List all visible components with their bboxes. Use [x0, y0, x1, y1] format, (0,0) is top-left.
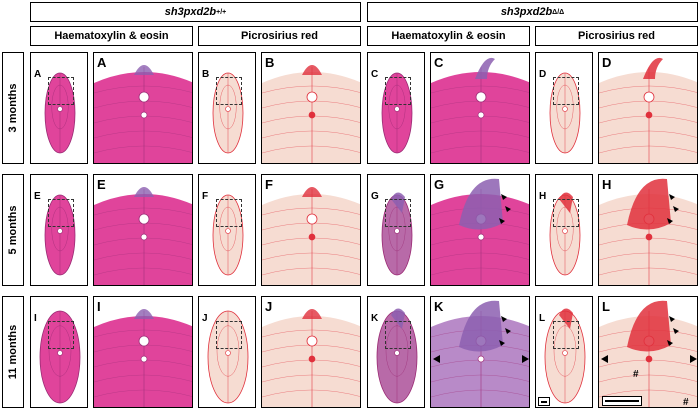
overview-panel-g: G — [367, 174, 425, 286]
panel-letter-small: L — [539, 313, 546, 324]
panel-letter-large: B — [265, 55, 275, 70]
zoom-region-box — [553, 199, 579, 227]
panel-letter-small: K — [371, 313, 379, 324]
mutant-genotype-header: sh3pxd2b Δ/Δ — [367, 2, 698, 22]
row-label-5-months: 5 months — [2, 174, 24, 286]
row-label-11-months: 11 months — [2, 296, 24, 408]
arrowhead-marker — [669, 194, 675, 200]
panel-letter-large: F — [265, 177, 273, 192]
zoom-panel-l: L # # — [598, 296, 698, 408]
panel-letter-large: K — [434, 299, 444, 314]
overview-panel-f: F — [198, 174, 256, 286]
zoom-region-box — [385, 321, 411, 349]
overview-panel-j: J — [198, 296, 256, 408]
arrowhead-marker — [601, 355, 608, 363]
zoom-region-box — [216, 321, 242, 349]
stain-header-he-wt: Haematoxylin & eosin — [30, 26, 193, 46]
zoom-panel-j: J — [261, 296, 361, 408]
wt-genotype-sup: +/+ — [216, 8, 227, 16]
zoom-panel-d: D — [598, 52, 698, 164]
wt-genotype-base: sh3pxd2b — [164, 6, 217, 18]
zoom-region-box — [553, 321, 579, 349]
panel-letter-large: L — [602, 299, 610, 314]
zoom-region-box — [48, 77, 74, 105]
panel-letter-small: H — [539, 191, 547, 202]
arrowhead-marker — [505, 328, 511, 334]
overview-panel-i: I — [30, 296, 88, 408]
arrowhead-marker — [669, 316, 675, 322]
zoom-region-box — [48, 199, 74, 227]
overview-panel-k: K — [367, 296, 425, 408]
wildtype-genotype-header: sh3pxd2b +/+ — [30, 2, 361, 22]
hash-marker: # — [683, 397, 689, 408]
arrowhead-marker — [433, 355, 440, 363]
zoom-panel-k: K — [430, 296, 530, 408]
stain-header-pr-wt: Picrosirius red — [198, 26, 361, 46]
row-label-3-months: 3 months — [2, 52, 24, 164]
zoom-region-box — [216, 77, 242, 105]
panel-letter-small: A — [34, 69, 42, 80]
arrowhead-marker — [690, 355, 697, 363]
panel-letter-small: D — [539, 69, 547, 80]
zoom-region-box — [385, 77, 411, 105]
mut-genotype-sup: Δ/Δ — [552, 8, 565, 16]
zoom-panel-b: B — [261, 52, 361, 164]
panel-letter-small: E — [34, 191, 41, 202]
arrowhead-marker — [522, 355, 529, 363]
panel-letter-large: A — [97, 55, 107, 70]
overview-panel-e: E — [30, 174, 88, 286]
arrowhead-marker — [499, 218, 505, 224]
arrowhead-marker — [499, 340, 505, 346]
hash-marker: # — [633, 369, 639, 380]
overview-panel-b: B — [198, 52, 256, 164]
panel-letter-small: B — [202, 69, 210, 80]
panel-letter-large: G — [434, 177, 445, 192]
arrowhead-marker — [667, 218, 673, 224]
panel-letter-small: F — [202, 191, 209, 202]
overview-panel-a: A — [30, 52, 88, 164]
panel-letter-small: J — [202, 313, 208, 324]
arrowhead-marker — [667, 340, 673, 346]
panel-letter-small: I — [34, 313, 37, 324]
panel-letter-small: G — [371, 191, 379, 202]
arrowhead-marker — [673, 328, 679, 334]
overview-panel-d: D — [535, 52, 593, 164]
zoom-region-box — [216, 199, 242, 227]
zoom-region-box — [553, 77, 579, 105]
arrowhead-marker — [501, 316, 507, 322]
zoom-panel-e: E — [93, 174, 193, 286]
panel-letter-large: E — [97, 177, 106, 192]
panel-letter-large: C — [434, 55, 444, 70]
arrowhead-marker — [673, 206, 679, 212]
stain-header-he-mut: Haematoxylin & eosin — [367, 26, 530, 46]
zoom-panel-f: F — [261, 174, 361, 286]
stain-header-pr-mut: Picrosirius red — [535, 26, 698, 46]
panel-letter-large: D — [602, 55, 612, 70]
overview-panel-l: L — [535, 296, 593, 408]
panel-letter-large: J — [265, 299, 273, 314]
zoom-panel-i: I — [93, 296, 193, 408]
zoom-region-box — [385, 199, 411, 227]
zoom-panel-g: G — [430, 174, 530, 286]
zoom-panel-a: A — [93, 52, 193, 164]
zoom-panel-h: H — [598, 174, 698, 286]
zoom-region-box — [48, 321, 74, 349]
arrowhead-marker — [501, 194, 507, 200]
arrowhead-marker — [505, 206, 511, 212]
scale-bar-small — [538, 397, 550, 406]
scale-bar-large — [602, 396, 642, 406]
overview-panel-h: H — [535, 174, 593, 286]
mut-genotype-base: sh3pxd2b — [500, 6, 553, 18]
panel-letter-small: C — [371, 69, 379, 80]
zoom-panel-c: C — [430, 52, 530, 164]
overview-panel-c: C — [367, 52, 425, 164]
panel-letter-large: I — [97, 299, 101, 314]
panel-letter-large: H — [602, 177, 612, 192]
